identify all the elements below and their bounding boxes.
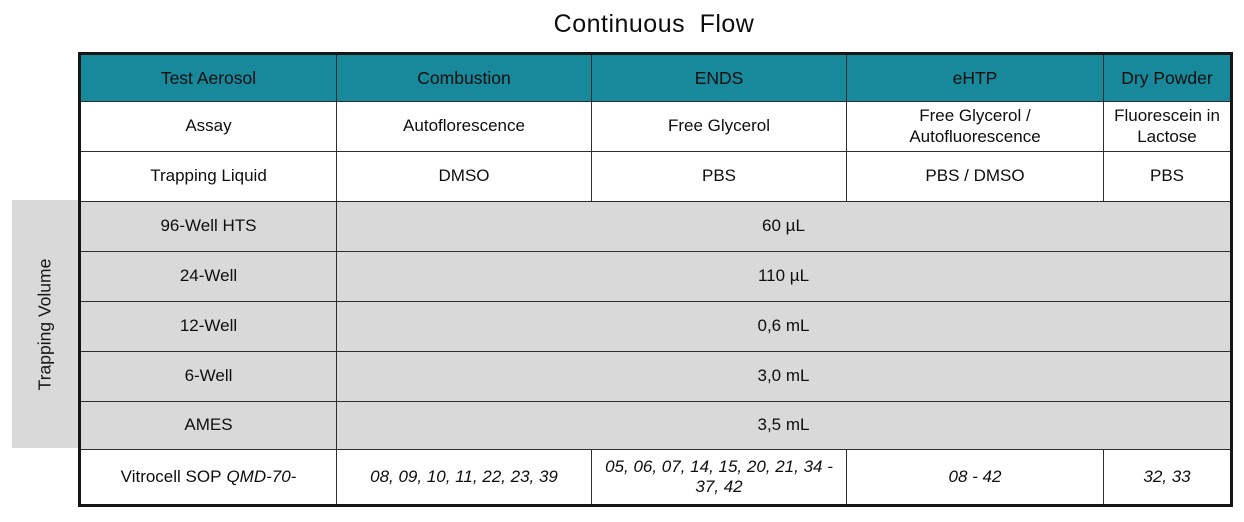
column-header-ends: ENDS [591, 53, 847, 102]
table-header-row: Test Aerosol Combustion ENDS eHTP Dry Po… [79, 53, 1232, 102]
sop-label-regular: Vitrocell SOP [120, 466, 222, 486]
sop-label-italic: QMD-70- [226, 466, 297, 486]
row-label-96-well-hts: 96-Well HTS [79, 201, 337, 252]
cell-sop-ends: 05, 06, 07, 14, 15, 20, 21, 34 - 37, 42 [591, 449, 847, 506]
page-title: Continuous Flow [553, 10, 755, 38]
row-label-trapping-liquid: Trapping Liquid [79, 151, 337, 202]
cell-liquid-ends: PBS [591, 151, 847, 202]
row-label-6-well: 6-Well [79, 351, 337, 402]
row-label-assay: Assay [79, 101, 337, 152]
cell-assay-ehtp: Free Glycerol / Autofluorescence [846, 101, 1104, 152]
table-row-assay: Assay Autoflorescence Free Glycerol Free… [79, 101, 1232, 152]
cell-volume-ames: 3,5 mL [336, 401, 1232, 450]
cell-volume-12-well: 0,6 mL [336, 301, 1232, 352]
trapping-volume-side-label: Trapping Volume [34, 258, 55, 390]
row-label-12-well: 12-Well [79, 301, 337, 352]
cell-sop-combustion: 08, 09, 10, 11, 22, 23, 39 [336, 449, 592, 506]
cell-assay-ends: Free Glycerol [591, 101, 847, 152]
cell-liquid-combustion: DMSO [336, 151, 592, 202]
column-header-ehtp: eHTP [846, 53, 1104, 102]
cell-volume-24-well: 110 µL [336, 251, 1232, 302]
column-header-combustion: Combustion [336, 53, 592, 102]
cell-volume-6-well: 3,0 mL [336, 351, 1232, 402]
table-row-6-well: 6-Well 3,0 mL [79, 351, 1232, 402]
cell-assay-combustion: Autoflorescence [336, 101, 592, 152]
cell-sop-dry-powder: 32, 33 [1103, 449, 1232, 506]
trapping-volume-side-strip: Trapping Volume [12, 200, 78, 448]
table-row-24-well: 24-Well 110 µL [79, 251, 1232, 302]
table-row-vitrocell-sop: Vitrocell SOP QMD-70- 08, 09, 10, 11, 22,… [79, 449, 1232, 506]
cell-assay-dry-powder: Fluorescein in Lactose [1103, 101, 1232, 152]
table-row-96-well-hts: 96-Well HTS 60 µL [79, 201, 1232, 252]
column-header-test-aerosol: Test Aerosol [79, 53, 337, 102]
cell-volume-96-well-hts: 60 µL [336, 201, 1232, 252]
table-row-12-well: 12-Well 0,6 mL [79, 301, 1232, 352]
continuous-flow-table: Test Aerosol Combustion ENDS eHTP Dry Po… [78, 52, 1233, 507]
row-label-vitrocell-sop: Vitrocell SOP QMD-70- [79, 449, 337, 506]
cell-sop-ehtp: 08 - 42 [846, 449, 1104, 506]
cell-liquid-ehtp: PBS / DMSO [846, 151, 1104, 202]
cell-liquid-dry-powder: PBS [1103, 151, 1232, 202]
row-label-ames: AMES [79, 401, 337, 450]
column-header-dry-powder: Dry Powder [1103, 53, 1232, 102]
table-row-ames: AMES 3,5 mL [79, 401, 1232, 450]
table-row-trapping-liquid: Trapping Liquid DMSO PBS PBS / DMSO PBS [79, 151, 1232, 202]
row-label-24-well: 24-Well [79, 251, 337, 302]
